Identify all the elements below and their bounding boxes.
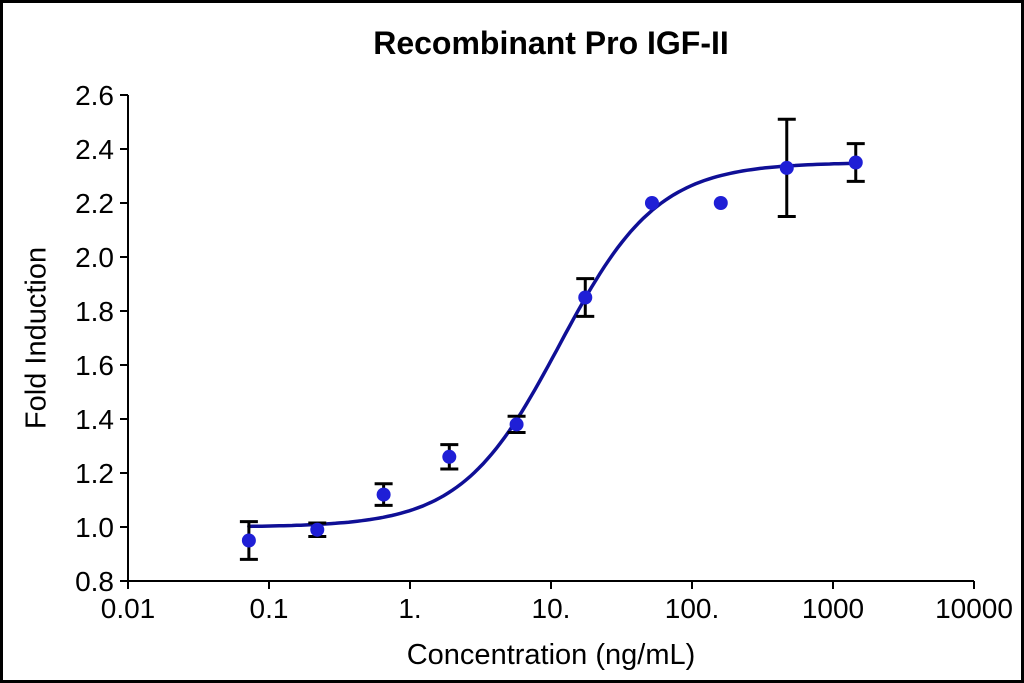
x-tick-label: 1000 bbox=[802, 593, 864, 624]
data-point bbox=[310, 522, 325, 537]
y-tick-label: 2.6 bbox=[75, 80, 114, 111]
x-tick-label: 10. bbox=[532, 593, 571, 624]
data-point bbox=[442, 449, 457, 464]
y-tick-label: 2.4 bbox=[75, 134, 114, 165]
x-tick-label: 10000 bbox=[935, 593, 1013, 624]
y-tick-label: 1.2 bbox=[75, 458, 114, 489]
x-tick-label: 0.1 bbox=[250, 593, 289, 624]
y-tick-label: 1.0 bbox=[75, 512, 114, 543]
x-axis-title: Concentration (ng/mL) bbox=[406, 639, 696, 671]
y-tick-label: 1.4 bbox=[75, 404, 114, 435]
y-tick-label: 2.0 bbox=[75, 242, 114, 273]
data-point bbox=[241, 533, 256, 548]
data-point bbox=[376, 487, 391, 502]
x-tick-label: 100. bbox=[665, 593, 720, 624]
chart-plot-area: 0.01 0.1 1. 10. 100. 1000 10000 0.8 1.0 1.2 1.4 1.6… bbox=[75, 80, 1013, 624]
y-tick-label: 1.6 bbox=[75, 350, 114, 381]
data-point bbox=[509, 417, 524, 432]
data-point bbox=[578, 290, 593, 305]
fit-curve bbox=[247, 161, 858, 529]
chart-title: Recombinant Pro IGF-II bbox=[373, 25, 729, 61]
data-point bbox=[713, 196, 728, 210]
y-tick-label: 2.2 bbox=[75, 188, 114, 219]
x-tick-label: 0.01 bbox=[101, 593, 156, 624]
data-point bbox=[644, 196, 659, 210]
y-tick-label: 0.8 bbox=[75, 566, 114, 597]
data-point bbox=[779, 160, 794, 175]
y-tick-label: 1.8 bbox=[75, 296, 114, 327]
x-tick-label: 1. bbox=[398, 593, 421, 624]
data-point bbox=[848, 155, 863, 170]
